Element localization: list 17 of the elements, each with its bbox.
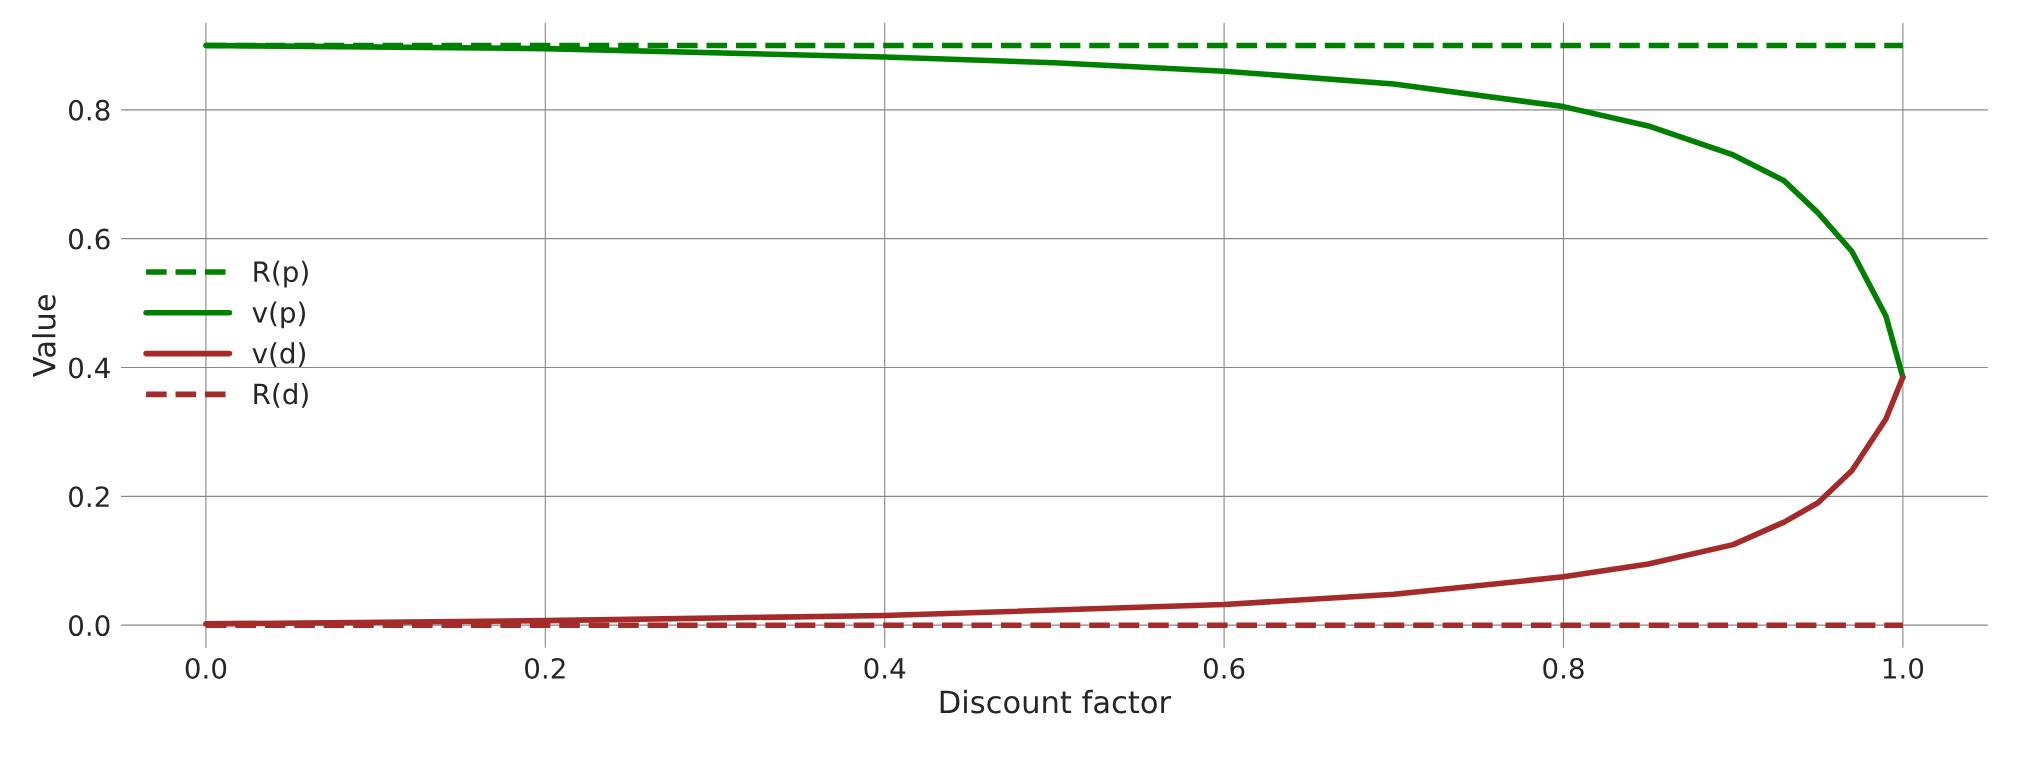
x-tick-label: 0.8 bbox=[1543, 657, 1584, 679]
y-tick-label: 0.0 bbox=[69, 615, 110, 637]
y-tick-label: 0.2 bbox=[69, 486, 109, 508]
y-tick-label: 0.8 bbox=[69, 99, 110, 121]
legend-label: R(p) bbox=[254, 260, 308, 288]
legend-label: v(d) bbox=[252, 342, 305, 367]
x-tick-label: 1.0 bbox=[1883, 657, 1924, 679]
y-axis-title: Value bbox=[32, 294, 56, 377]
x-tick-label: 0.6 bbox=[1203, 657, 1245, 679]
x-axis-title: Discount factor bbox=[940, 689, 1172, 714]
y-tick-label: 0.4 bbox=[69, 357, 110, 379]
x-tick-label: 0.2 bbox=[525, 657, 565, 679]
legend-label: R(d) bbox=[254, 383, 308, 408]
legend-label: v(p) bbox=[252, 301, 305, 329]
x-tick-label: 0.0 bbox=[185, 657, 227, 679]
x-tick-label: 0.4 bbox=[864, 657, 906, 679]
y-tick-label: 0.6 bbox=[69, 228, 110, 250]
